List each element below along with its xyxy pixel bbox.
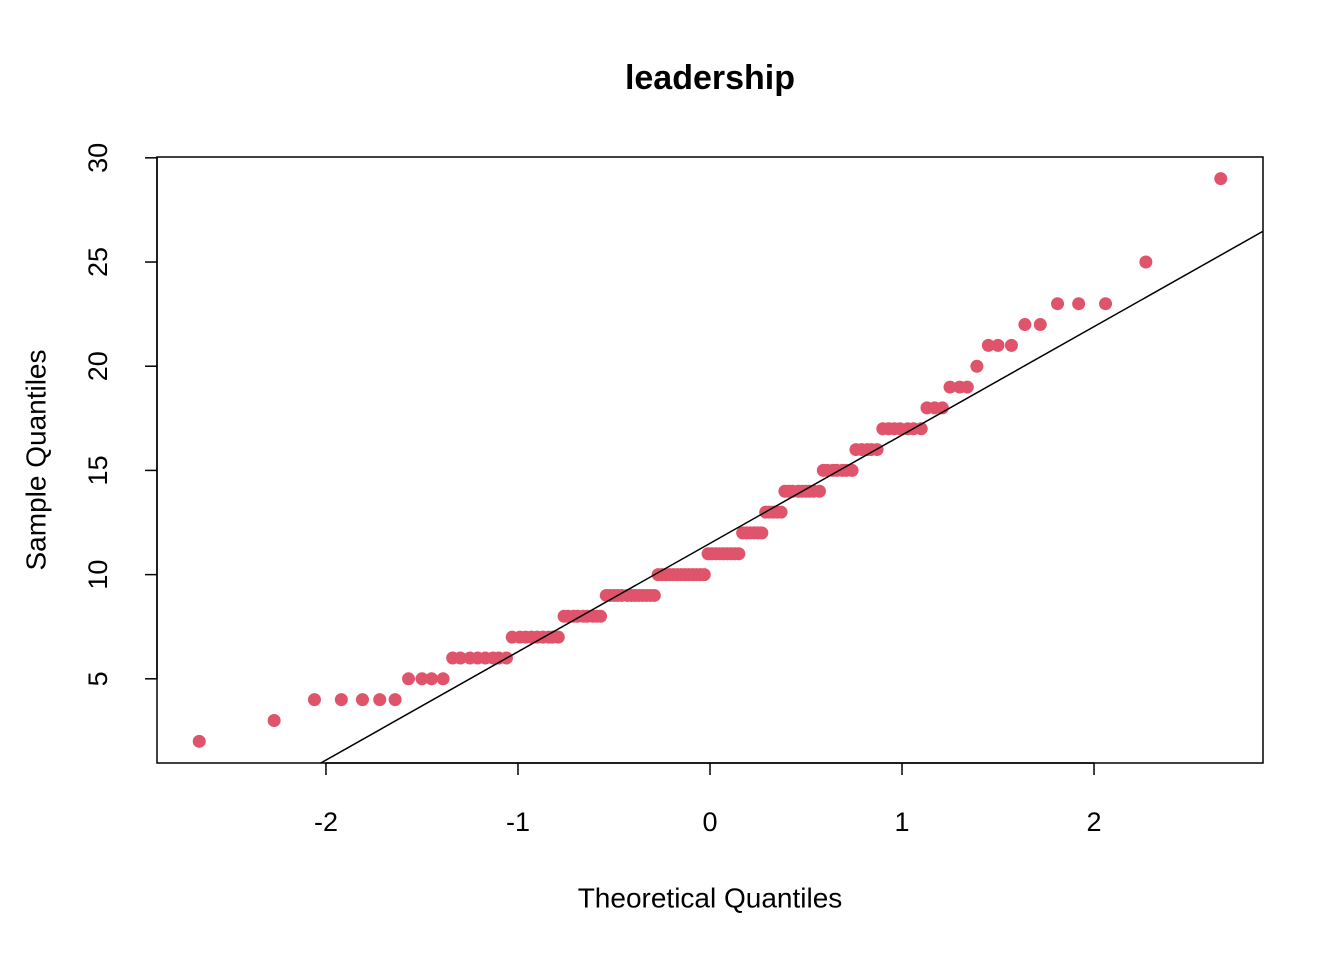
y-tick-label: 5	[83, 671, 113, 686]
point	[1214, 172, 1228, 186]
point	[1051, 297, 1065, 311]
point	[425, 672, 439, 686]
point	[267, 713, 281, 727]
point	[1018, 318, 1032, 332]
point	[355, 693, 369, 707]
y-tick-label: 20	[83, 351, 113, 381]
point	[1072, 297, 1086, 311]
point	[981, 338, 995, 352]
point	[415, 672, 429, 686]
point	[647, 588, 661, 602]
point	[970, 359, 984, 373]
point	[1099, 297, 1113, 311]
point	[991, 338, 1005, 352]
x-tick-label: 1	[894, 807, 909, 837]
point	[697, 568, 711, 582]
x-tick-label: 2	[1087, 807, 1102, 837]
point	[1033, 318, 1047, 332]
y-tick-label: 10	[83, 560, 113, 590]
x-axis-label: Theoretical Quantiles	[578, 882, 843, 913]
y-tick-label: 15	[83, 455, 113, 485]
point	[812, 484, 826, 498]
y-tick-label: 30	[83, 143, 113, 173]
x-tick-label: -1	[506, 807, 530, 837]
plot-box	[156, 156, 1264, 764]
point	[774, 505, 788, 519]
y-axis-label: Sample Quantiles	[20, 349, 51, 570]
point	[436, 672, 450, 686]
x-tick-label: 0	[702, 807, 717, 837]
point	[1139, 255, 1153, 269]
point	[453, 651, 467, 665]
reference-line	[319, 230, 1263, 763]
point	[402, 672, 416, 686]
y-tick-label: 25	[83, 247, 113, 277]
point	[334, 693, 348, 707]
plot-area	[192, 172, 1263, 763]
point	[192, 734, 206, 748]
chart-title: leadership	[625, 59, 795, 97]
point	[732, 547, 746, 561]
x-tick-label: -2	[314, 807, 338, 837]
point	[943, 380, 957, 394]
point	[307, 693, 321, 707]
point	[551, 630, 565, 644]
point	[388, 693, 402, 707]
point	[373, 693, 387, 707]
point	[594, 609, 608, 623]
point	[960, 380, 974, 394]
point	[755, 526, 769, 540]
point	[845, 463, 859, 477]
point	[1004, 338, 1018, 352]
